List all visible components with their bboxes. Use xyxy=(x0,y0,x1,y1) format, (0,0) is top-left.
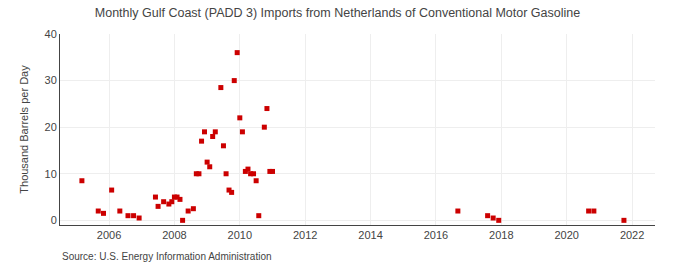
svg-text:2008: 2008 xyxy=(162,229,186,241)
svg-text:30: 30 xyxy=(45,74,57,86)
svg-text:20: 20 xyxy=(45,121,57,133)
svg-text:Monthly Gulf Coast (PADD 3) Im: Monthly Gulf Coast (PADD 3) Imports from… xyxy=(95,6,580,20)
svg-text:2012: 2012 xyxy=(293,229,317,241)
svg-text:2010: 2010 xyxy=(228,229,252,241)
svg-text:2020: 2020 xyxy=(554,229,578,241)
svg-text:Source: U.S. Energy Informatio: Source: U.S. Energy Information Administ… xyxy=(62,251,272,262)
svg-text:2022: 2022 xyxy=(620,229,644,241)
svg-text:0: 0 xyxy=(51,214,57,226)
svg-text:10: 10 xyxy=(45,168,57,180)
svg-text:2016: 2016 xyxy=(424,229,448,241)
svg-text:2018: 2018 xyxy=(489,229,513,241)
svg-text:2006: 2006 xyxy=(97,229,121,241)
svg-text:40: 40 xyxy=(45,28,57,40)
svg-text:Thousand Barrels per Day: Thousand Barrels per Day xyxy=(18,65,30,194)
svg-text:2014: 2014 xyxy=(358,229,382,241)
